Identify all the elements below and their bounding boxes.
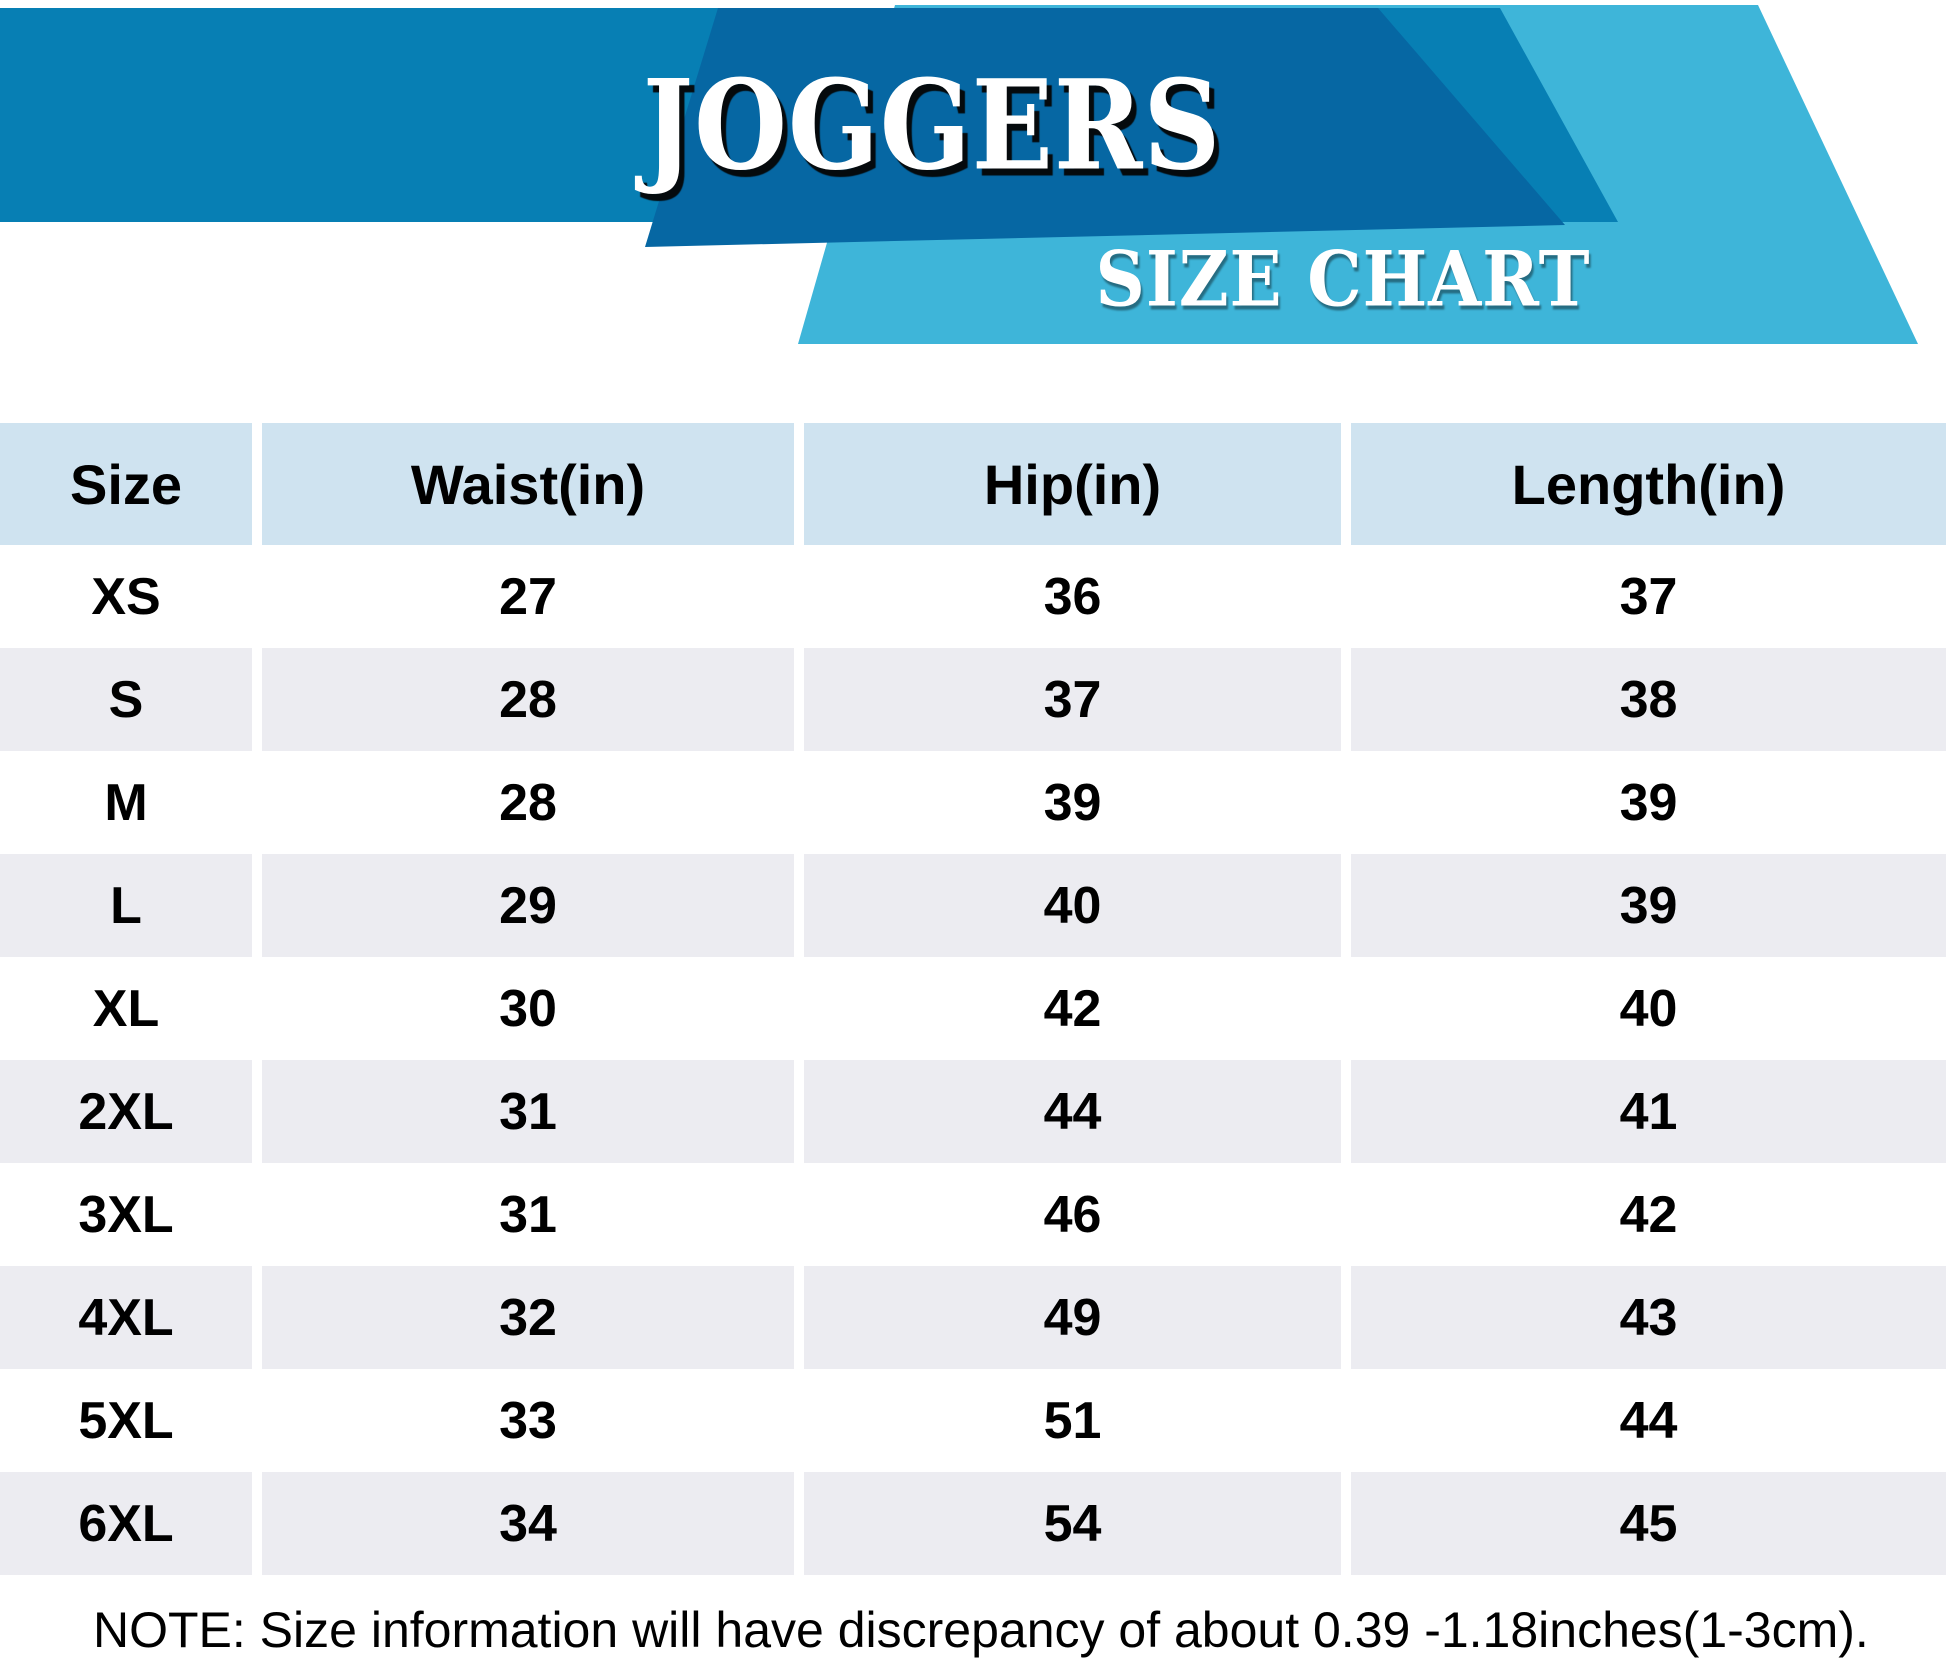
measurement-value-cell: 46: [804, 1163, 1341, 1266]
table-row-3xl: 3XL 31 46 42: [0, 1163, 1946, 1266]
table-row-xs: XS 27 36 37: [0, 545, 1946, 648]
table-body: XS 27 36 37 S 28 37 38 M 28 39 39 L 29 40 39 XL 30 42 40 2XL…: [0, 545, 1946, 1575]
measurement-value-cell: 42: [804, 957, 1341, 1060]
banner-title: JOGGERS: [642, 53, 1222, 199]
measurement-value-cell: 30: [262, 957, 794, 1060]
table-row-m: M 28 39 39: [0, 751, 1946, 854]
measurement-value-cell: 28: [262, 751, 794, 854]
table-header-row: Size Waist(in) Hip(in) Length(in): [0, 423, 1946, 545]
size-label-cell: 6XL: [0, 1472, 252, 1575]
measurement-value-cell: 49: [804, 1266, 1341, 1369]
measurement-value-cell: 39: [1351, 854, 1946, 957]
table-row-4xl: 4XL 32 49 43: [0, 1266, 1946, 1369]
measurement-value-cell: 44: [804, 1060, 1341, 1163]
measurement-value-cell: 36: [804, 545, 1341, 648]
size-label-cell: 4XL: [0, 1266, 252, 1369]
measurement-value-cell: 32: [262, 1266, 794, 1369]
table-row-6xl: 6XL 34 54 45: [0, 1472, 1946, 1575]
size-label-cell: M: [0, 751, 252, 854]
measurement-value-cell: 39: [804, 751, 1341, 854]
column-header-waist: Waist(in): [262, 423, 794, 545]
banner-shape-dark-blue: [645, 8, 1565, 247]
measurement-value-cell: 40: [804, 854, 1341, 957]
size-label-cell: L: [0, 854, 252, 957]
banner-subtitle: SIZE CHART: [1095, 234, 1591, 324]
measurement-value-cell: 38: [1351, 648, 1946, 751]
measurement-value-cell: 37: [804, 648, 1341, 751]
header-banner: JOGGERS SIZE CHART: [0, 0, 1946, 360]
size-label-cell: S: [0, 648, 252, 751]
measurement-value-cell: 44: [1351, 1369, 1946, 1472]
size-label-cell: 2XL: [0, 1060, 252, 1163]
size-label-cell: 5XL: [0, 1369, 252, 1472]
measurement-value-cell: 39: [1351, 751, 1946, 854]
table-row-l: L 29 40 39: [0, 854, 1946, 957]
measurement-value-cell: 41: [1351, 1060, 1946, 1163]
size-label-cell: 3XL: [0, 1163, 252, 1266]
size-table: Size Waist(in) Hip(in) Length(in) XS 27 36…: [0, 423, 1946, 1575]
table-row-s: S 28 37 38: [0, 648, 1946, 751]
banner-ribbon-shapes: [0, 5, 1918, 344]
measurement-value-cell: 31: [262, 1060, 794, 1163]
measurement-value-cell: 34: [262, 1472, 794, 1575]
size-label-cell: XS: [0, 545, 252, 648]
measurement-value-cell: 28: [262, 648, 794, 751]
measurement-value-cell: 31: [262, 1163, 794, 1266]
column-header-length: Length(in): [1351, 423, 1946, 545]
measurement-value-cell: 33: [262, 1369, 794, 1472]
measurement-value-cell: 37: [1351, 545, 1946, 648]
measurement-value-cell: 43: [1351, 1266, 1946, 1369]
table-row-2xl: 2XL 31 44 41: [0, 1060, 1946, 1163]
note-text: NOTE: Size information will have discrep…: [93, 1602, 1869, 1658]
column-header-size: Size: [0, 423, 252, 545]
measurement-value-cell: 40: [1351, 957, 1946, 1060]
measurement-value-cell: 27: [262, 545, 794, 648]
column-header-hip: Hip(in): [804, 423, 1341, 545]
table-row-5xl: 5XL 33 51 44: [0, 1369, 1946, 1472]
measurement-value-cell: 45: [1351, 1472, 1946, 1575]
table-row-xl: XL 30 42 40: [0, 957, 1946, 1060]
size-label-cell: XL: [0, 957, 252, 1060]
measurement-value-cell: 54: [804, 1472, 1341, 1575]
measurement-value-cell: 51: [804, 1369, 1341, 1472]
measurement-value-cell: 29: [262, 854, 794, 957]
measurement-value-cell: 42: [1351, 1163, 1946, 1266]
